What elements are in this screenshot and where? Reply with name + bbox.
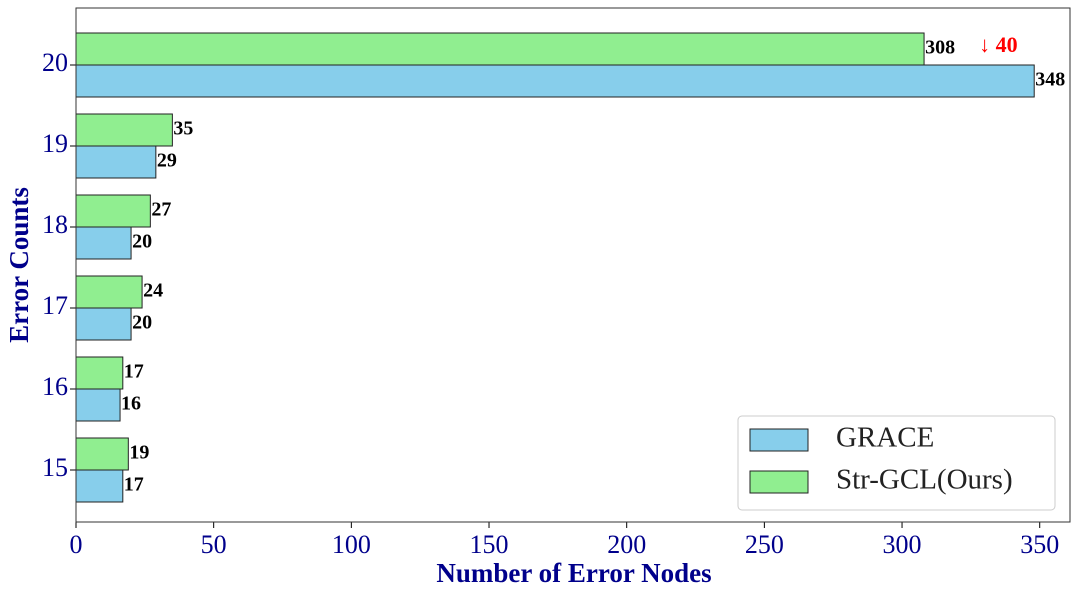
x-tick-label: 250 bbox=[745, 530, 784, 559]
y-tick-label: 18 bbox=[42, 210, 68, 239]
y-tick-label: 17 bbox=[42, 291, 68, 320]
value-label: 17 bbox=[124, 474, 144, 496]
x-axis-label: Number of Error Nodes bbox=[436, 558, 711, 588]
bar bbox=[75, 356, 124, 390]
legend-label: Str-GCL(Ours) bbox=[836, 464, 1013, 496]
bar bbox=[75, 388, 121, 422]
value-label: 20 bbox=[132, 231, 152, 253]
annotation: ↓ 40 bbox=[979, 32, 1018, 57]
x-tick-label: 200 bbox=[607, 530, 646, 559]
value-label: 20 bbox=[132, 312, 152, 334]
legend-label: GRACE bbox=[836, 422, 934, 454]
value-label: 16 bbox=[121, 393, 141, 415]
y-tick-label: 15 bbox=[42, 453, 68, 482]
value-label: 24 bbox=[143, 280, 163, 302]
legend-swatch bbox=[749, 428, 809, 452]
x-tick-label: 350 bbox=[1020, 530, 1059, 559]
legend-swatch bbox=[749, 470, 809, 494]
bar bbox=[75, 113, 173, 147]
plot-frame bbox=[75, 7, 1071, 523]
legend-box bbox=[737, 415, 1056, 511]
bar bbox=[75, 226, 132, 260]
x-tick-label: 100 bbox=[332, 530, 371, 559]
y-tick-label: 19 bbox=[42, 129, 68, 158]
bar bbox=[75, 437, 129, 471]
value-label: 348 bbox=[1035, 69, 1065, 91]
x-tick-label: 50 bbox=[201, 530, 227, 559]
bar bbox=[75, 145, 157, 179]
bar bbox=[75, 469, 124, 503]
value-label: 19 bbox=[129, 442, 149, 464]
bar bbox=[75, 275, 143, 309]
x-tick-label: 150 bbox=[470, 530, 509, 559]
bar bbox=[75, 64, 1035, 98]
y-tick-label: 16 bbox=[42, 372, 68, 401]
x-tick-label: 0 bbox=[70, 530, 83, 559]
value-label: 35 bbox=[173, 118, 193, 140]
x-tick-label: 300 bbox=[883, 530, 922, 559]
value-label: 17 bbox=[124, 361, 144, 383]
value-label: 29 bbox=[157, 150, 177, 172]
bar bbox=[75, 307, 132, 341]
bar bbox=[75, 32, 925, 66]
bar bbox=[75, 194, 151, 228]
y-axis-label: Error Counts bbox=[4, 187, 34, 343]
y-tick-label: 20 bbox=[42, 48, 68, 77]
value-label: 308 bbox=[925, 37, 955, 59]
value-label: 27 bbox=[151, 199, 171, 221]
